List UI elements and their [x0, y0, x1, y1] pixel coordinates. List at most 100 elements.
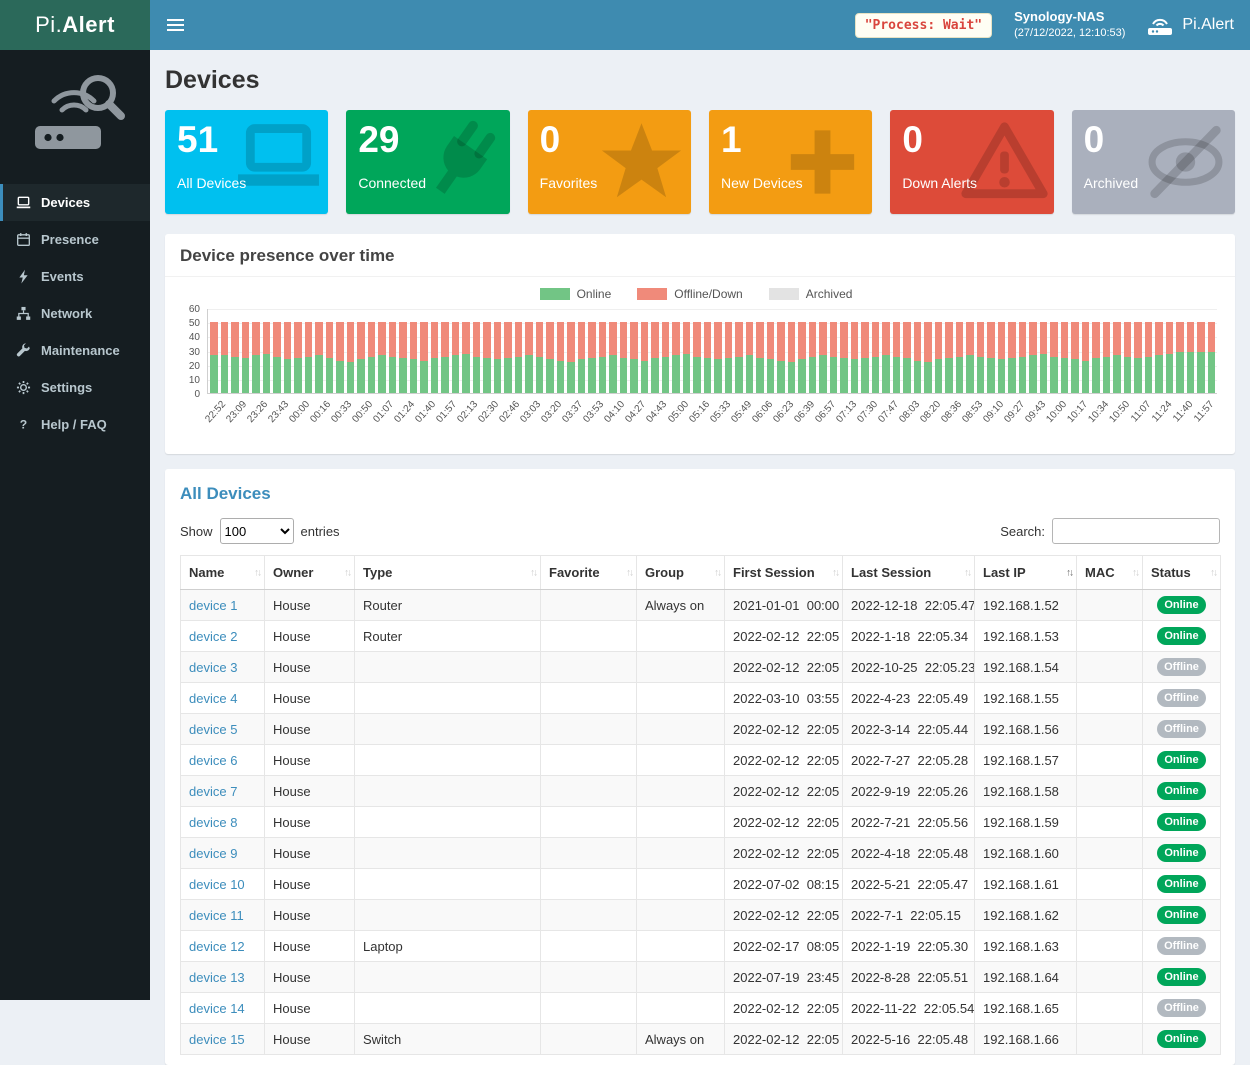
- cell-last-ip: 192.168.1.61: [974, 868, 1077, 900]
- online-segment: [346, 362, 355, 393]
- devices-table-panel: All Devices Show 100 entries Search: Nam…: [165, 469, 1235, 1065]
- device-link[interactable]: device 4: [189, 690, 238, 706]
- cell-last-ip: 192.168.1.58: [974, 775, 1077, 807]
- info-box-label: Favorites: [539, 174, 598, 191]
- device-link[interactable]: device 13: [189, 969, 245, 985]
- sidebar-item-devices[interactable]: Devices: [0, 184, 150, 221]
- column-header-last-session[interactable]: Last Session ↑↓: [842, 555, 975, 590]
- device-link[interactable]: device 14: [189, 1000, 245, 1016]
- column-header-name[interactable]: Name ↑↓: [180, 555, 265, 590]
- sidebar-item-label: Maintenance: [41, 343, 120, 358]
- offline-segment: [966, 321, 974, 356]
- device-row: device 6 House 2022-02-12 22:05 2022-7-27 2…: [180, 744, 1221, 776]
- cell-last-ip: 192.168.1.54: [974, 651, 1077, 683]
- device-link[interactable]: device 7: [189, 783, 238, 799]
- column-header-group[interactable]: Group ↑↓: [636, 555, 725, 590]
- device-link[interactable]: device 3: [189, 659, 238, 675]
- legend-item[interactable]: Archived: [768, 287, 852, 301]
- stacked-bar: [850, 309, 859, 393]
- stacked-bar: [283, 309, 292, 393]
- offline-segment: [315, 321, 323, 356]
- offline-segment: [672, 321, 680, 356]
- device-link[interactable]: device 2: [189, 628, 238, 644]
- info-box-all-devices[interactable]: 51 All Devices: [165, 110, 329, 214]
- column-header-label: Name: [189, 565, 225, 580]
- sidebar-item-events[interactable]: Events: [0, 258, 150, 295]
- stacked-bar: [1071, 309, 1079, 393]
- column-header-type[interactable]: Type ↑↓: [354, 555, 541, 590]
- column-header-first-session[interactable]: First Session ↑↓: [724, 555, 843, 590]
- online-segment: [483, 358, 491, 393]
- stacked-bar: [504, 309, 512, 393]
- stacked-bar: [567, 309, 575, 393]
- device-link[interactable]: device 1: [189, 597, 238, 613]
- device-link[interactable]: device 10: [189, 876, 245, 892]
- stacked-bar: [420, 309, 428, 393]
- online-segment: [840, 358, 848, 393]
- offline-segment: [1176, 321, 1184, 353]
- device-link[interactable]: device 12: [189, 938, 245, 954]
- legend-item[interactable]: Offline/Down: [637, 287, 743, 301]
- sidebar-item-network[interactable]: Network: [0, 295, 150, 332]
- sidebar-item-help[interactable]: ? Help / FAQ: [0, 406, 150, 443]
- sidebar-toggle-button[interactable]: [150, 0, 201, 50]
- cell-first-session: 2022-02-12 22:05: [724, 806, 843, 838]
- svg-text:?: ?: [20, 418, 27, 432]
- cell-favorite: [540, 651, 637, 683]
- x-tick-label: 02:13: [455, 399, 481, 425]
- column-header-favorite[interactable]: Favorite ↑↓: [540, 555, 637, 590]
- offline-segment: [367, 321, 376, 357]
- offline-segment: [1123, 321, 1132, 357]
- stacked-bar: [1197, 309, 1205, 393]
- app-logo[interactable]: Pi. Alert: [0, 0, 150, 50]
- sidebar-item-presence[interactable]: Presence: [0, 221, 150, 258]
- info-box-connected[interactable]: 29 Connected: [346, 110, 510, 214]
- stacked-bar: [483, 309, 491, 393]
- column-header-mac[interactable]: MAC ↑↓: [1076, 555, 1143, 590]
- device-link[interactable]: device 9: [189, 845, 238, 861]
- info-box-label: New Devices: [720, 174, 803, 191]
- legend-item[interactable]: Online: [539, 287, 611, 301]
- status-badge: Online: [1157, 782, 1206, 800]
- sidebar-item-maintenance[interactable]: Maintenance: [0, 332, 150, 369]
- laptop-icon: [238, 124, 320, 186]
- device-link[interactable]: device 6: [189, 752, 238, 768]
- x-tick-label: 05:16: [686, 399, 712, 425]
- cell-name: device 15: [180, 1023, 265, 1055]
- stacked-bar: [798, 309, 806, 393]
- stacked-bar: [1113, 309, 1121, 393]
- page-length-select[interactable]: 100: [219, 518, 294, 544]
- column-header-last-ip[interactable]: Last IP ↑↓: [974, 555, 1077, 590]
- device-link[interactable]: device 11: [189, 907, 244, 923]
- info-box-new-devices[interactable]: 1 New Devices: [708, 110, 873, 214]
- column-header-owner[interactable]: Owner ↑↓: [264, 555, 355, 590]
- offline-segment: [745, 321, 754, 356]
- cell-last-session: 2022-4-18 22:05.48: [842, 837, 975, 869]
- navbar-right: "Process: Wait" Synology-NAS (27/12/2022…: [854, 9, 1250, 40]
- x-tick-label: 05:00: [665, 399, 691, 425]
- stacked-bar: [409, 309, 418, 393]
- x-tick-label: 02:46: [497, 399, 523, 425]
- column-header-status[interactable]: Status ↑↓: [1142, 555, 1221, 590]
- cell-last-ip: 192.168.1.56: [974, 713, 1077, 745]
- column-header-label: Group: [645, 565, 684, 580]
- device-link[interactable]: device 15: [189, 1031, 245, 1047]
- x-tick-label: 04:43: [644, 399, 670, 425]
- info-box-down-alerts[interactable]: 0 Down Alerts: [890, 110, 1054, 214]
- info-box-favorites[interactable]: 0 Favorites: [527, 110, 691, 214]
- info-box-archived[interactable]: 0 Archived: [1071, 110, 1235, 214]
- search-input[interactable]: [1052, 518, 1220, 544]
- offline-segment: [640, 321, 649, 361]
- device-link[interactable]: device 8: [189, 814, 238, 830]
- column-header-label: Type: [363, 565, 393, 580]
- offline-segment: [241, 321, 250, 358]
- sidebar-item-settings[interactable]: Settings: [0, 369, 150, 406]
- cell-mac: [1076, 651, 1143, 683]
- offline-segment: [787, 321, 796, 363]
- y-tick-label: 60: [188, 304, 200, 315]
- x-tick-label: 04:27: [623, 399, 649, 425]
- stacked-bar: [871, 309, 880, 393]
- online-segment: [1123, 356, 1132, 393]
- device-link[interactable]: device 5: [189, 721, 238, 737]
- stacked-bar: [934, 309, 943, 393]
